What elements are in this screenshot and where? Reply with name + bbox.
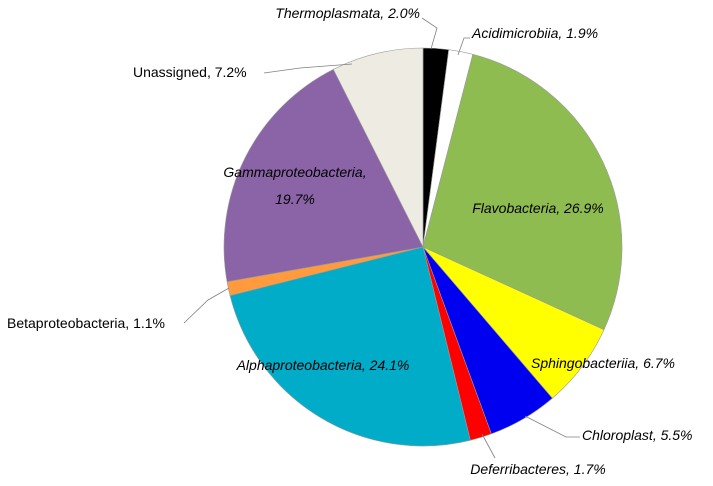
slice-label-flavobacteria: Flavobacteria, 26.9% <box>472 200 604 216</box>
slice-label-gammaproteobacteria: Gammaproteobacteria, 19.7% <box>223 164 366 207</box>
slice-label-alphaproteobacteria: Alphaproteobacteria, 24.1% <box>236 357 410 373</box>
slice-label-sphingobacteriia: Sphingobacteriia, 6.7% <box>531 355 675 371</box>
leader-line-deferribacteres <box>481 433 496 459</box>
pie-slice-alphaproteobacteria <box>229 246 471 447</box>
slice-label-chloroplast: Chloroplast, 5.5% <box>582 427 693 443</box>
slice-label-unassigned: Unassigned, 7.2% <box>133 64 247 80</box>
slice-label-deferribacteres: Deferribacteres, 1.7% <box>470 461 605 477</box>
leader-line-thermoplasmata <box>421 17 438 50</box>
slice-label-line: Gammaproteobacteria, <box>223 164 366 180</box>
slice-label-line: 19.7% <box>275 191 315 207</box>
pie-slice-gammaproteobacteria <box>223 68 424 283</box>
slice-label-thermoplasmata: Thermoplasmata, 2.0% <box>275 5 420 21</box>
leader-line-betaproteobacteria <box>183 287 230 324</box>
leader-line-unassigned <box>263 63 353 74</box>
slice-label-betaproteobacteria: Betaproteobacteria, 1.1% <box>7 315 165 331</box>
pie-slice-unassigned <box>332 47 424 248</box>
pie-slice-flavobacteria <box>422 53 623 331</box>
slice-label-acidimicrobiia: Acidimicrobiia, 1.9% <box>471 25 598 41</box>
leader-line-chloroplast <box>524 415 580 438</box>
leader-line-acidimicrobiia <box>457 37 470 56</box>
